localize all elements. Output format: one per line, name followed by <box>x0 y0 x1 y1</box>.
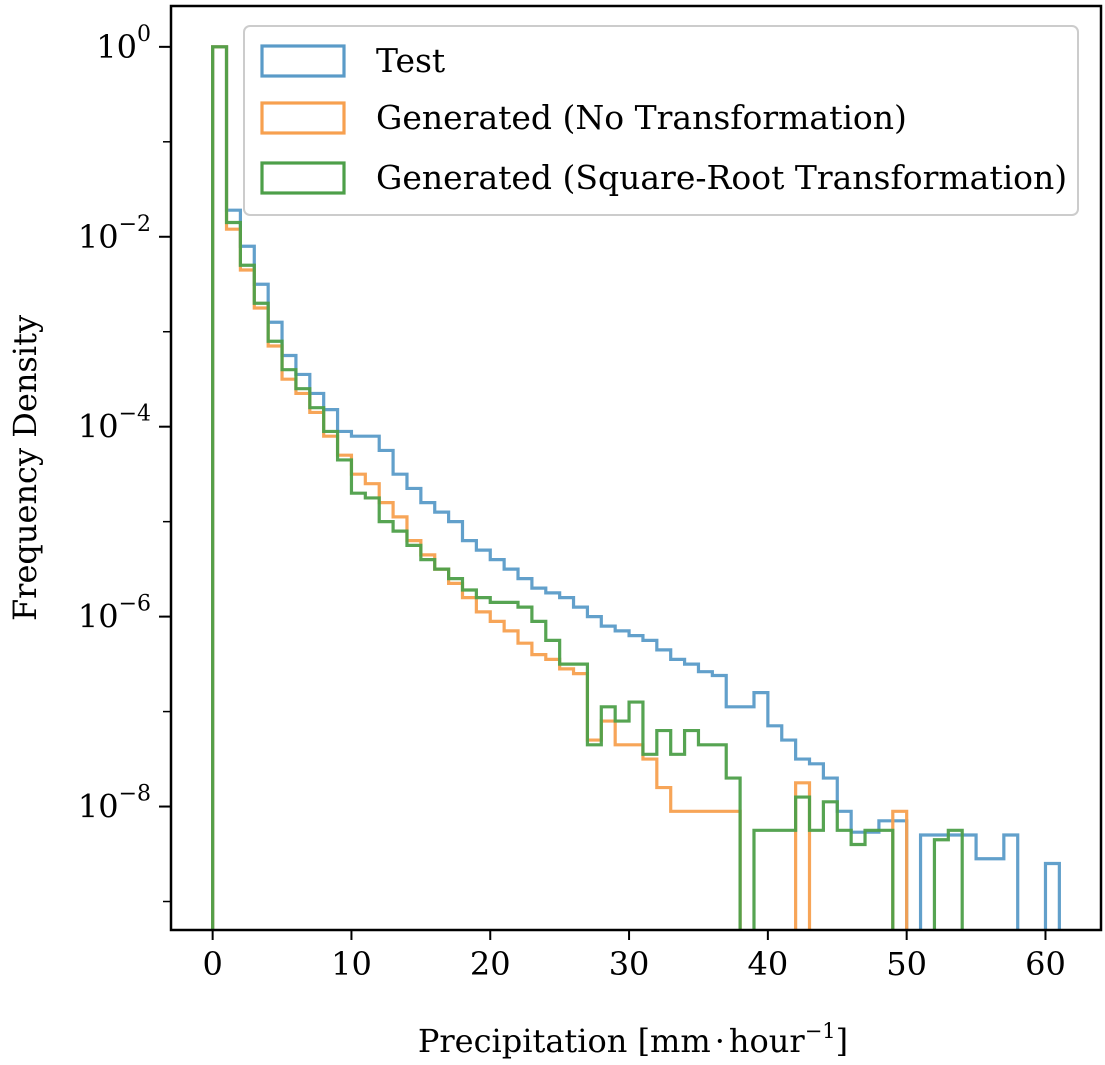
legend-label: Generated (No Transformation) <box>376 98 907 137</box>
legend-frame <box>243 25 1079 216</box>
x-axis-label: Precipitation [mm · hour−1] <box>418 1019 848 1060</box>
legend-label: Generated (Square-Root Transformation) <box>376 158 1067 197</box>
series-2-step-line <box>211 45 964 930</box>
y-axis-label: Frequency Density <box>6 315 44 621</box>
y-tick-label: 100 <box>96 22 151 66</box>
x-axis: 0 10 20 30 40 50 60 <box>202 930 1066 983</box>
x-tick-label: 60 <box>1025 945 1066 983</box>
x-tick-label: 0 <box>202 945 222 983</box>
legend-swatch <box>260 44 346 78</box>
series-layer <box>211 45 1061 930</box>
x-tick-label: 20 <box>470 945 511 983</box>
legend: Test Generated (No Transformation) Generat… <box>243 25 1079 216</box>
x-tick-label: 40 <box>748 945 789 983</box>
y-axis: 100 10−2 10−4 10−6 10−8 <box>78 22 171 903</box>
y-tick-label: 10−8 <box>78 782 151 826</box>
y-tick-label: 10−4 <box>78 402 151 446</box>
x-tick-label: 50 <box>886 945 927 983</box>
legend-swatch <box>260 161 346 195</box>
y-tick-label: 10−2 <box>78 212 151 256</box>
plot-frame <box>169 4 1103 932</box>
legend-label: Test <box>376 41 445 80</box>
x-tick-label: 30 <box>609 945 650 983</box>
x-tick-label: 10 <box>331 945 372 983</box>
legend-swatch <box>260 101 346 135</box>
y-tick-label: 10−6 <box>78 592 151 636</box>
